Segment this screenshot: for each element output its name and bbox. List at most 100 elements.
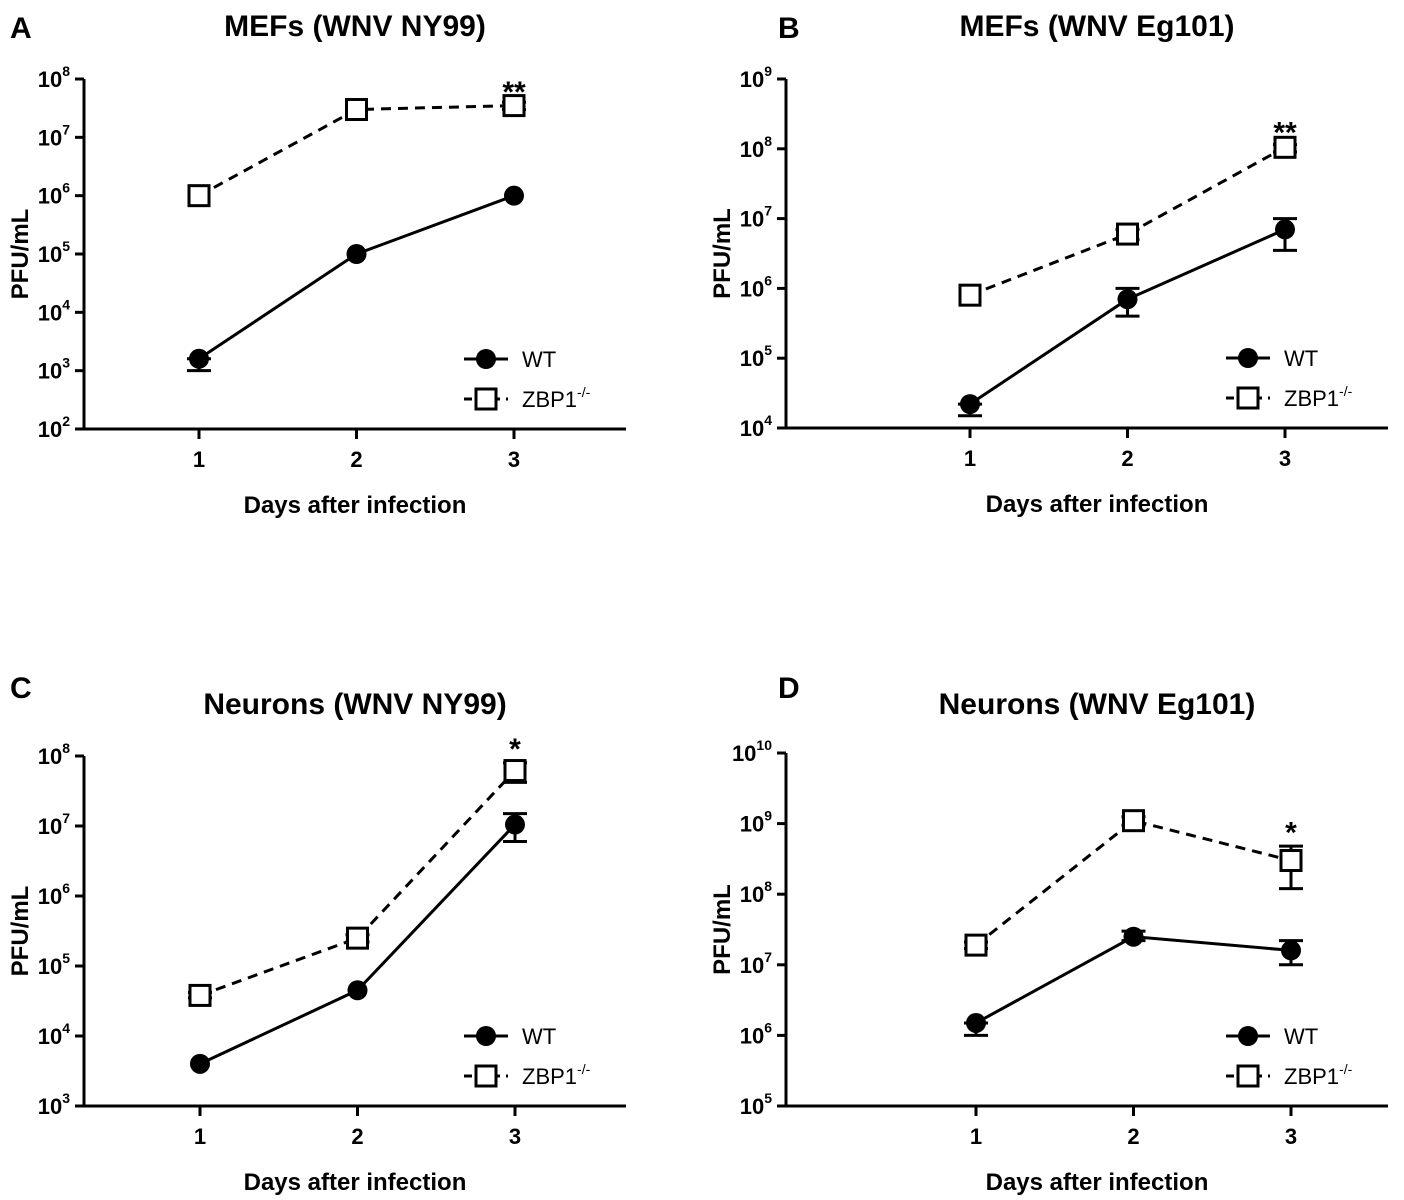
legend-marker-zbp1 [474, 387, 498, 411]
legend-marker-wt [476, 349, 496, 369]
panel-letter: B [778, 12, 800, 45]
x-tick-label: 1 [193, 447, 205, 472]
y-tick-label: 1010 [732, 737, 772, 766]
y-tick-exponent: 4 [62, 1020, 70, 1036]
data-point-zbp1 [964, 933, 988, 957]
y-tick-exponent: 4 [764, 412, 772, 428]
y-tick-label: 106 [740, 272, 772, 301]
y-tick-label: 105 [38, 238, 70, 267]
y-tick-base: 10 [740, 346, 764, 371]
y-tick-base: 10 [38, 814, 62, 839]
y-tick-label: 105 [38, 950, 70, 979]
data-point-wt [1117, 289, 1138, 310]
y-axis-label: PFU/mL [709, 884, 736, 975]
legend-label-zbp1: ZBP1-/- [522, 384, 591, 412]
legend-label-wt: WT [1284, 346, 1318, 371]
panel-d: D Neurons (WNV Eg101) PFU/mL 105 106 107 108 10… [702, 660, 1404, 1200]
y-tick-label: 106 [38, 180, 70, 209]
x-tick-label: 3 [1285, 1124, 1297, 1149]
y-tick-exponent: 9 [764, 63, 772, 79]
chart-title: MEFs (WNV NY99) [224, 10, 486, 43]
legend-label-wt: WT [522, 1024, 556, 1049]
panel-b: B MEFs (WNV Eg101) PFU/mL 104 105 106 107 108 10… [702, 0, 1404, 540]
y-tick-exponent: 6 [62, 880, 70, 896]
y-tick-base: 10 [38, 417, 62, 442]
chart-title: MEFs (WNV Eg101) [959, 10, 1234, 43]
y-tick-label: 108 [38, 63, 70, 92]
y-tick-exponent: 7 [764, 949, 772, 965]
y-tick-base: 10 [740, 67, 764, 92]
x-tick-label: 1 [194, 1124, 206, 1149]
chart-d: D Neurons (WNV Eg101)PFU/mL10510610710810… [709, 672, 1388, 1196]
series-line-zbp1 [975, 819, 1292, 947]
panel-letter: A [10, 12, 32, 45]
y-tick-base: 10 [740, 1023, 764, 1048]
y-tick-exponent: 7 [62, 121, 70, 137]
y-tick-exponent: 2 [62, 413, 70, 429]
legend-label-zbp1-base: ZBP1 [522, 1064, 577, 1089]
y-tick-base: 10 [38, 744, 62, 769]
data-point-zbp1 [1122, 809, 1145, 833]
data-point-wt [504, 185, 524, 206]
y-tick-label: 104 [38, 1020, 70, 1049]
legend-label-zbp1: ZBP1-/- [522, 1061, 591, 1089]
y-tick-label: 107 [38, 810, 70, 839]
y-tick-base: 10 [38, 1094, 62, 1119]
legend-marker-zbp1 [474, 1064, 498, 1088]
chart-a: A MEFs (WNV NY99)PFU/mL102103104105106107… [7, 10, 626, 519]
y-tick-exponent: 5 [62, 238, 70, 254]
y-tick-exponent: 7 [62, 810, 70, 826]
y-tick-label: 106 [38, 880, 70, 909]
y-tick-base: 10 [38, 954, 62, 979]
panel-a: A MEFs (WNV NY99) PFU/mL 102 103 104 105 106 107… [0, 0, 702, 540]
legend-label-zbp1-base: ZBP1 [522, 387, 577, 412]
x-tick-label: 1 [964, 446, 976, 471]
y-tick-exponent: 3 [62, 1090, 70, 1106]
data-point-zbp1 [1273, 135, 1297, 159]
y-tick-base: 10 [740, 953, 764, 978]
data-point-zbp1 [1279, 849, 1303, 873]
legend-marker-wt [476, 1026, 496, 1046]
data-point-zbp1 [958, 283, 982, 307]
significance-marker: * [509, 733, 521, 766]
y-axis-label: PFU/mL [709, 208, 736, 299]
y-tick-exponent: 6 [764, 272, 772, 288]
y-tick-label: 104 [38, 296, 70, 325]
y-tick-label: 108 [740, 878, 772, 907]
y-tick-base: 10 [732, 741, 756, 766]
y-tick-base: 10 [740, 276, 764, 301]
legend-label-zbp1-sup: -/- [1339, 1061, 1353, 1077]
legend-label-zbp1-sup: -/- [577, 1061, 591, 1077]
y-tick-base: 10 [740, 137, 764, 162]
series-line-wt [198, 194, 515, 361]
y-tick-exponent: 10 [756, 737, 772, 753]
y-tick-label: 105 [740, 1090, 772, 1119]
legend-marker-wt [1238, 1026, 1258, 1046]
x-tick-label: 2 [351, 1124, 363, 1149]
y-tick-label: 102 [38, 413, 70, 442]
legend-label-wt: WT [522, 347, 556, 372]
data-point-wt [1275, 219, 1295, 240]
x-tick-label: 3 [1279, 446, 1291, 471]
data-point-wt [347, 980, 368, 1001]
data-point-wt [1123, 926, 1144, 947]
data-point-zbp1 [503, 759, 527, 783]
y-tick-base: 10 [740, 812, 764, 837]
y-tick-base: 10 [38, 884, 62, 909]
data-point-zbp1 [502, 94, 526, 118]
y-tick-base: 10 [740, 207, 764, 232]
y-axis-label: PFU/mL [7, 209, 34, 300]
data-point-zbp1 [187, 184, 211, 208]
legend-label-zbp1-sup: -/- [577, 384, 591, 400]
x-tick-label: 2 [1127, 1124, 1139, 1149]
chart-title: Neurons (WNV NY99) [203, 688, 506, 721]
legend-marker-wt [1238, 348, 1258, 368]
y-tick-exponent: 4 [62, 296, 70, 312]
data-point-wt [1281, 940, 1301, 961]
y-tick-label: 109 [740, 808, 772, 837]
x-axis-label: Days after infection [244, 1169, 467, 1196]
data-point-wt [189, 348, 209, 369]
y-tick-label: 107 [740, 949, 772, 978]
data-point-zbp1 [346, 926, 369, 950]
data-point-zbp1 [1116, 222, 1139, 246]
